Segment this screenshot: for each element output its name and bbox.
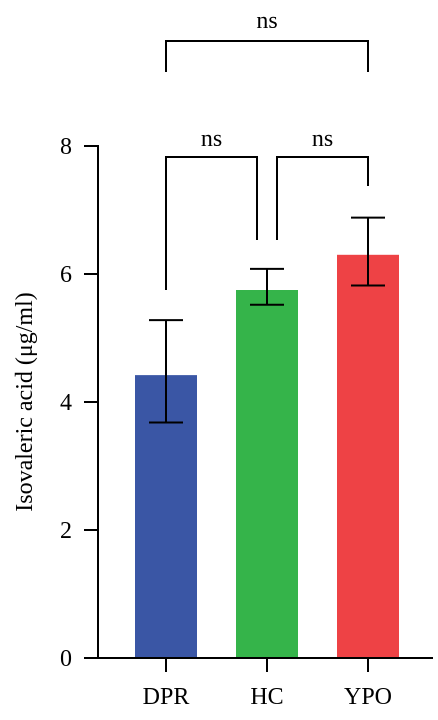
y-tick-label: 8 — [60, 134, 72, 160]
significance-bracket: ns — [276, 126, 369, 240]
y-tick-label: 6 — [60, 262, 72, 288]
significance-bracket: ns — [165, 8, 369, 72]
x-tick-label-ypo: YPO — [344, 684, 392, 710]
y-tick-label: 4 — [60, 390, 72, 416]
bars — [135, 254, 399, 659]
significance-label: ns — [312, 126, 333, 152]
x-tick-label-dpr: DPR — [143, 684, 190, 710]
y-tick-label: 2 — [60, 518, 72, 544]
bar-hc — [236, 290, 298, 658]
error-bar-ypo — [351, 216, 385, 287]
significance-brackets: ns ns ns — [165, 8, 369, 290]
y-axis-label: Isovaleric acid (μg/ml) — [12, 292, 38, 511]
significance-bracket: ns — [165, 126, 258, 290]
x-axis: DPR HC YPO — [98, 657, 433, 710]
bar-ypo — [337, 254, 399, 659]
x-tick-label-hc: HC — [250, 684, 283, 710]
significance-label: ns — [256, 8, 277, 34]
error-bar-dpr — [149, 319, 183, 424]
y-tick-label: 0 — [60, 646, 72, 672]
error-bar-hc — [250, 267, 284, 306]
significance-label: ns — [201, 126, 222, 152]
y-axis: 0 2 4 6 8 — [60, 134, 99, 672]
error-bars — [149, 216, 385, 424]
